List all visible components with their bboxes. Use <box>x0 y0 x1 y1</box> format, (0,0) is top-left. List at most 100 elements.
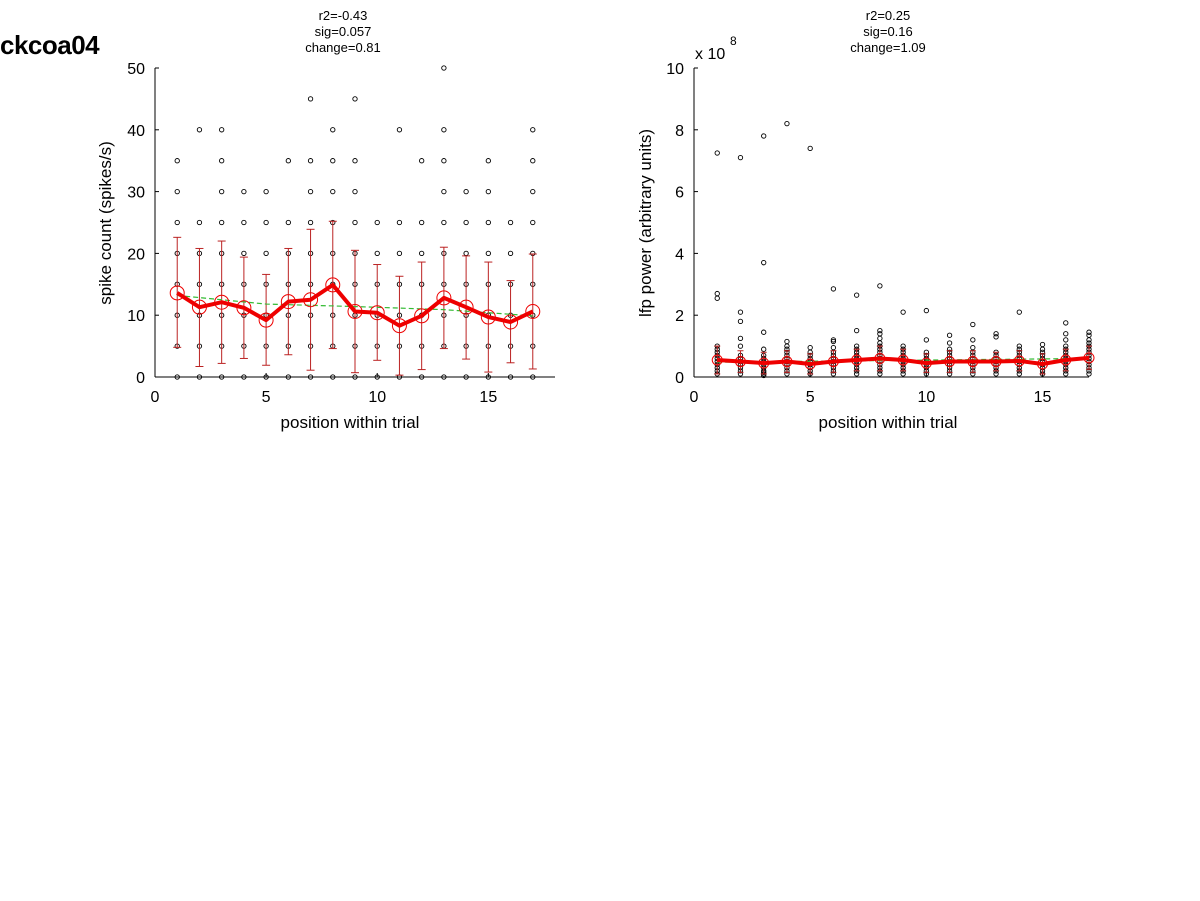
data-point <box>784 120 790 127</box>
data-point <box>174 374 180 380</box>
data-point <box>219 188 225 195</box>
data-point <box>530 127 536 133</box>
data-point <box>485 158 491 164</box>
data-point <box>1063 331 1069 337</box>
data-point <box>737 154 744 161</box>
y-tick-label: 20 <box>127 246 145 263</box>
data-point <box>877 331 883 337</box>
panel-1-x-axis-label: position within trial <box>281 413 420 432</box>
data-point <box>1063 320 1069 326</box>
mean-marker <box>920 357 932 369</box>
page-label: ckcoa04 <box>0 30 100 60</box>
data-point <box>853 327 860 334</box>
panel-2-mean <box>711 352 1095 370</box>
data-point <box>530 219 536 226</box>
data-point <box>970 321 976 328</box>
y-tick-label: 50 <box>127 61 145 78</box>
mean-line <box>717 355 1090 367</box>
data-point <box>330 188 336 195</box>
data-point <box>877 371 883 377</box>
data-point <box>923 337 930 343</box>
data-point <box>784 338 790 345</box>
panel-2-x-axis-label: position within trial <box>819 413 958 432</box>
panel-2-axes: 0 5 10 15 0 2 4 6 8 10 <box>666 61 1089 406</box>
data-point <box>307 374 314 380</box>
data-point <box>946 332 953 338</box>
data-point <box>737 309 744 315</box>
data-point <box>807 145 813 151</box>
mean-marker <box>851 354 863 366</box>
data-point <box>530 158 536 164</box>
data-point <box>352 96 358 102</box>
panel-2-exponent-label: x 10 <box>695 46 725 63</box>
data-point <box>174 219 180 226</box>
data-point <box>485 250 491 257</box>
y-tick-label: 40 <box>127 123 145 140</box>
data-point <box>714 150 720 156</box>
panel-2-data-points <box>714 120 1092 379</box>
data-point <box>970 337 976 343</box>
data-point <box>761 133 767 139</box>
mean-marker <box>280 294 296 310</box>
data-point <box>396 127 403 133</box>
data-point <box>853 292 860 298</box>
mean-marker <box>1060 354 1072 366</box>
data-point <box>877 327 883 334</box>
data-point <box>877 283 883 289</box>
mean-marker <box>480 309 496 325</box>
data-point <box>830 344 837 351</box>
data-point <box>877 335 883 342</box>
mean-marker <box>874 352 886 364</box>
data-point <box>241 219 247 226</box>
mean-marker <box>258 312 274 328</box>
data-point <box>761 346 767 352</box>
panel-2-y-axis-label: lfp power (arbitrary units) <box>636 129 655 317</box>
y-tick-label: 0 <box>136 370 145 387</box>
data-point <box>507 374 514 380</box>
panel-1-title-line-3: change=0.81 <box>305 40 381 55</box>
data-point <box>807 344 813 351</box>
data-point <box>307 219 314 226</box>
data-point <box>970 344 976 351</box>
x-tick-label: 10 <box>368 389 386 406</box>
data-point <box>419 250 425 257</box>
data-point <box>993 371 999 377</box>
data-point <box>714 295 720 301</box>
panel-1-data-points <box>174 65 536 380</box>
data-point <box>463 250 469 257</box>
mean-marker <box>458 299 474 315</box>
mean-marker <box>503 314 519 330</box>
mean-line <box>176 282 534 328</box>
x-tick-label: 0 <box>151 389 160 406</box>
data-point <box>396 219 403 226</box>
data-point <box>737 343 744 349</box>
data-point <box>374 374 380 380</box>
panel-1-title-line-1: r2=-0.43 <box>319 8 368 23</box>
data-point <box>1039 346 1046 352</box>
data-point <box>263 188 269 195</box>
data-point <box>396 250 403 257</box>
data-point <box>463 188 469 195</box>
data-point <box>1086 340 1092 346</box>
data-point <box>352 188 358 195</box>
data-point <box>241 374 247 380</box>
y-tick-label: 8 <box>675 123 684 140</box>
data-point <box>441 188 447 195</box>
data-point <box>853 371 860 377</box>
mean-marker <box>391 318 407 334</box>
data-point <box>285 219 291 226</box>
data-point <box>196 374 203 380</box>
data-point <box>923 307 930 314</box>
y-tick-label: 4 <box>675 246 684 263</box>
data-point <box>219 374 225 380</box>
panel-2-exponent-power: 8 <box>730 34 737 48</box>
data-point <box>485 188 491 195</box>
data-point <box>485 374 491 380</box>
data-point <box>485 219 491 226</box>
data-point <box>993 331 999 337</box>
data-point <box>285 158 291 164</box>
mean-marker <box>967 356 979 368</box>
mean-marker <box>1037 358 1049 370</box>
data-point <box>219 158 225 164</box>
